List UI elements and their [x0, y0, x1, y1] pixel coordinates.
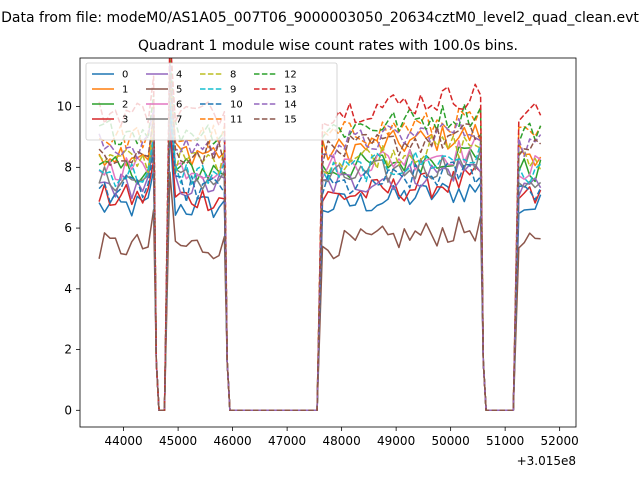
x-tick-label: 47000	[268, 434, 306, 448]
legend-label: 3	[122, 115, 128, 126]
legend-label: 2	[122, 100, 128, 111]
legend-label: 9	[230, 85, 236, 96]
y-tick-label: 6	[64, 221, 72, 235]
legend-label: 13	[284, 85, 297, 96]
y-tick-label: 8	[64, 160, 72, 174]
x-tick-label: 51000	[486, 434, 524, 448]
legend-label: 0	[122, 70, 128, 81]
legend-label: 4	[176, 70, 182, 81]
legend-label: 1	[122, 85, 128, 96]
y-tick-label: 0	[64, 403, 72, 417]
axes-frame	[79, 57, 577, 428]
y-tick-label: 2	[64, 343, 72, 357]
x-tick-label: 49000	[377, 434, 415, 448]
x-tick-label: 45000	[159, 434, 197, 448]
legend-box	[85, 62, 338, 141]
x-tick-label: 46000	[214, 434, 252, 448]
x-tick-label: 44000	[105, 434, 143, 448]
legend-label: 15	[284, 115, 297, 126]
legend-label: 7	[176, 115, 182, 126]
legend-label: 6	[176, 100, 182, 111]
y-tick-label: 10	[57, 100, 72, 114]
legend-label: 11	[230, 115, 243, 126]
legend-label: 8	[230, 70, 236, 81]
chart-title: Quadrant 1 module wise count rates with …	[138, 38, 518, 54]
legend-label: 10	[230, 100, 243, 111]
x-axis: 44000 45000 46000 47000 48000 49000 50000 51000…	[105, 427, 579, 448]
series-line-13	[98, 58, 542, 412]
series-lines	[98, 58, 542, 412]
y-axis: 0 2 4 6 8 10	[57, 100, 80, 417]
x-tick-label: 48000	[323, 434, 361, 448]
x-tick-label: 52000	[541, 434, 579, 448]
legend-label: 14	[284, 100, 297, 111]
plot-area: 44000 45000 46000 47000 48000 49000 50000 51000…	[57, 57, 579, 468]
legend-label: 12	[284, 70, 297, 81]
series-line-15	[98, 74, 542, 412]
legend-label: 5	[176, 85, 182, 96]
x-tick-label: 50000	[432, 434, 470, 448]
figure-suptitle: Data from file: modeM0/AS1A05_007T06_900…	[1, 10, 639, 26]
y-tick-label: 4	[64, 282, 72, 296]
x-offset-label: +3.015e8	[517, 454, 576, 468]
